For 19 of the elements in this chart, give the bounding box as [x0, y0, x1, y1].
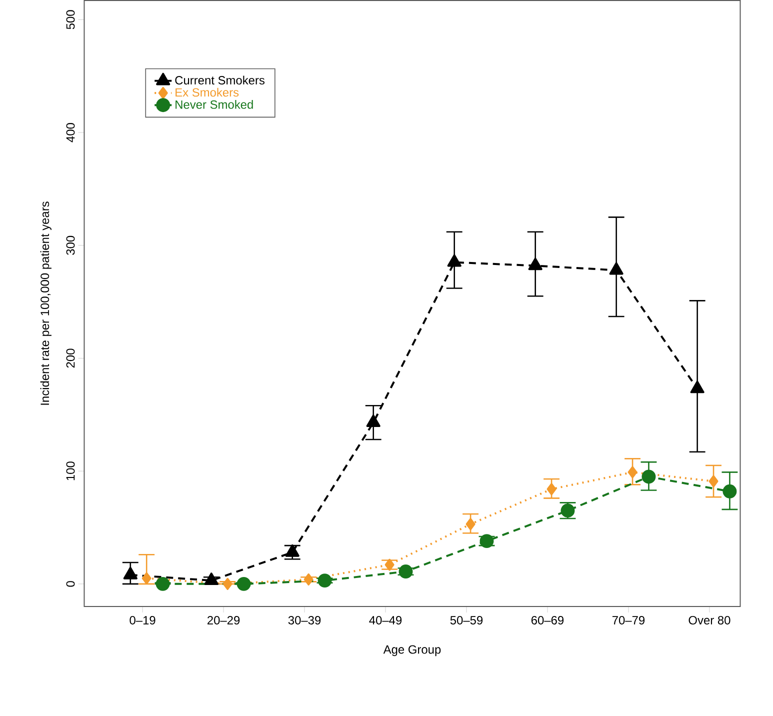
x-tick-label: 60–69 — [531, 616, 564, 624]
y-tick-label: 200 — [66, 348, 75, 368]
legend-label: Current Smokers — [175, 76, 265, 85]
x-tick-label: Over 80 — [688, 616, 730, 624]
x-tick-label: 0–19 — [130, 616, 156, 624]
legend-label: Never Smoked — [176, 100, 253, 109]
legend-label: Ex Smokers — [176, 88, 239, 97]
y-tick-label: 300 — [66, 236, 75, 255]
x-tick-label: 20–29 — [208, 616, 240, 624]
x-tick-label: 70–79 — [612, 616, 645, 624]
y-axis-title: Incident rate per 100,000 patient years — [40, 202, 52, 405]
y-tick-label: 0 — [66, 581, 75, 587]
y-tick-label: 400 — [66, 123, 75, 142]
y-tick-label: 500 — [66, 10, 75, 30]
x-tick-label: 40–49 — [369, 616, 402, 624]
y-tick-label: 100 — [66, 462, 75, 480]
x-tick-label: 30–39 — [288, 616, 321, 624]
x-axis-title: Age Group — [383, 645, 441, 656]
x-tick-label: 50–59 — [450, 616, 483, 624]
